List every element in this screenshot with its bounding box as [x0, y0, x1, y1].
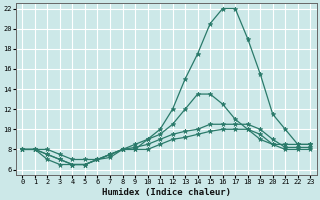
X-axis label: Humidex (Indice chaleur): Humidex (Indice chaleur)	[102, 188, 231, 197]
